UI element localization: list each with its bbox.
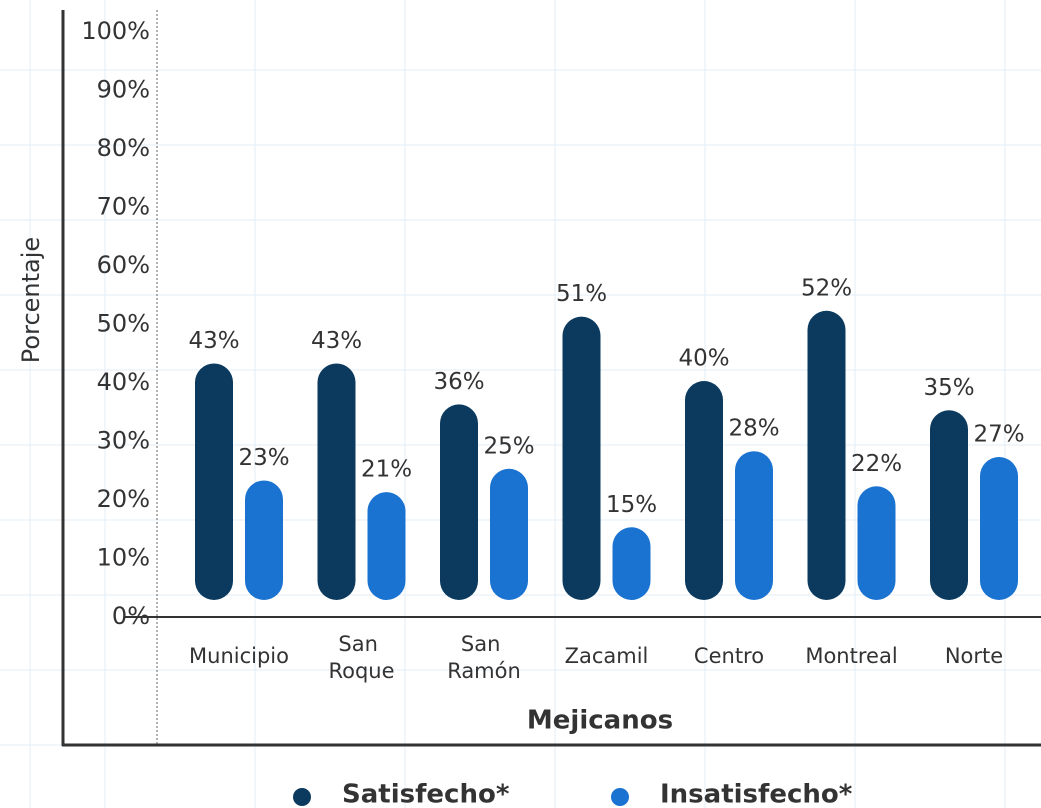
bar [612,527,651,600]
value-label: 35% [923,375,974,401]
bar [685,381,723,600]
x-tick-label: San Ramón [447,632,521,683]
bar [807,310,846,600]
legend-marker [611,788,629,806]
value-label: 28% [728,416,779,442]
x-tick-label: San Roque [328,632,394,683]
y-tick-label: 60% [97,251,150,279]
bar [857,486,896,600]
bar [490,468,528,600]
y-tick-label: 30% [97,427,150,455]
y-tick-label: 40% [97,368,150,396]
y-tick-label: 70% [97,193,150,221]
x-tick-label: Montreal [805,644,897,668]
value-label: 52% [801,275,852,301]
bar [245,480,283,600]
y-tick-label: 90% [97,76,150,104]
legend-label: Satisfecho* [342,780,510,808]
value-label: 21% [361,457,412,483]
x-tick-label: Norte [945,644,1003,668]
value-label: 43% [188,328,239,354]
y-tick-label: 100% [81,17,150,45]
y-tick-label: 20% [97,485,150,513]
value-label: 36% [433,369,484,395]
bar [367,492,406,600]
bar [562,316,601,600]
x-tick-label: Zacamil [565,644,649,668]
value-label: 51% [556,281,607,307]
value-label: 43% [311,328,362,354]
legend-label: Insatisfecho* [660,780,853,808]
bar [980,457,1018,600]
x-axis-title: Mejicanos [527,706,673,736]
value-label: 27% [973,422,1024,448]
value-label: 15% [606,492,657,518]
value-label: 25% [483,433,534,459]
y-tick-label: 50% [97,310,150,338]
bar [317,363,356,600]
y-tick-label: 80% [97,134,150,162]
legend-marker [293,788,311,806]
bar [440,404,478,600]
value-label: 40% [678,346,729,372]
y-tick-label: 10% [97,544,150,572]
bar [930,410,968,600]
x-tick-label: Municipio [189,644,289,668]
bar [195,363,233,600]
y-tick-label: 0% [112,602,150,630]
bar [735,451,773,600]
value-label: 22% [851,451,902,477]
x-tick-label: Centro [694,644,764,668]
y-axis-title: Porcentaje [17,237,45,363]
value-label: 23% [238,445,289,471]
